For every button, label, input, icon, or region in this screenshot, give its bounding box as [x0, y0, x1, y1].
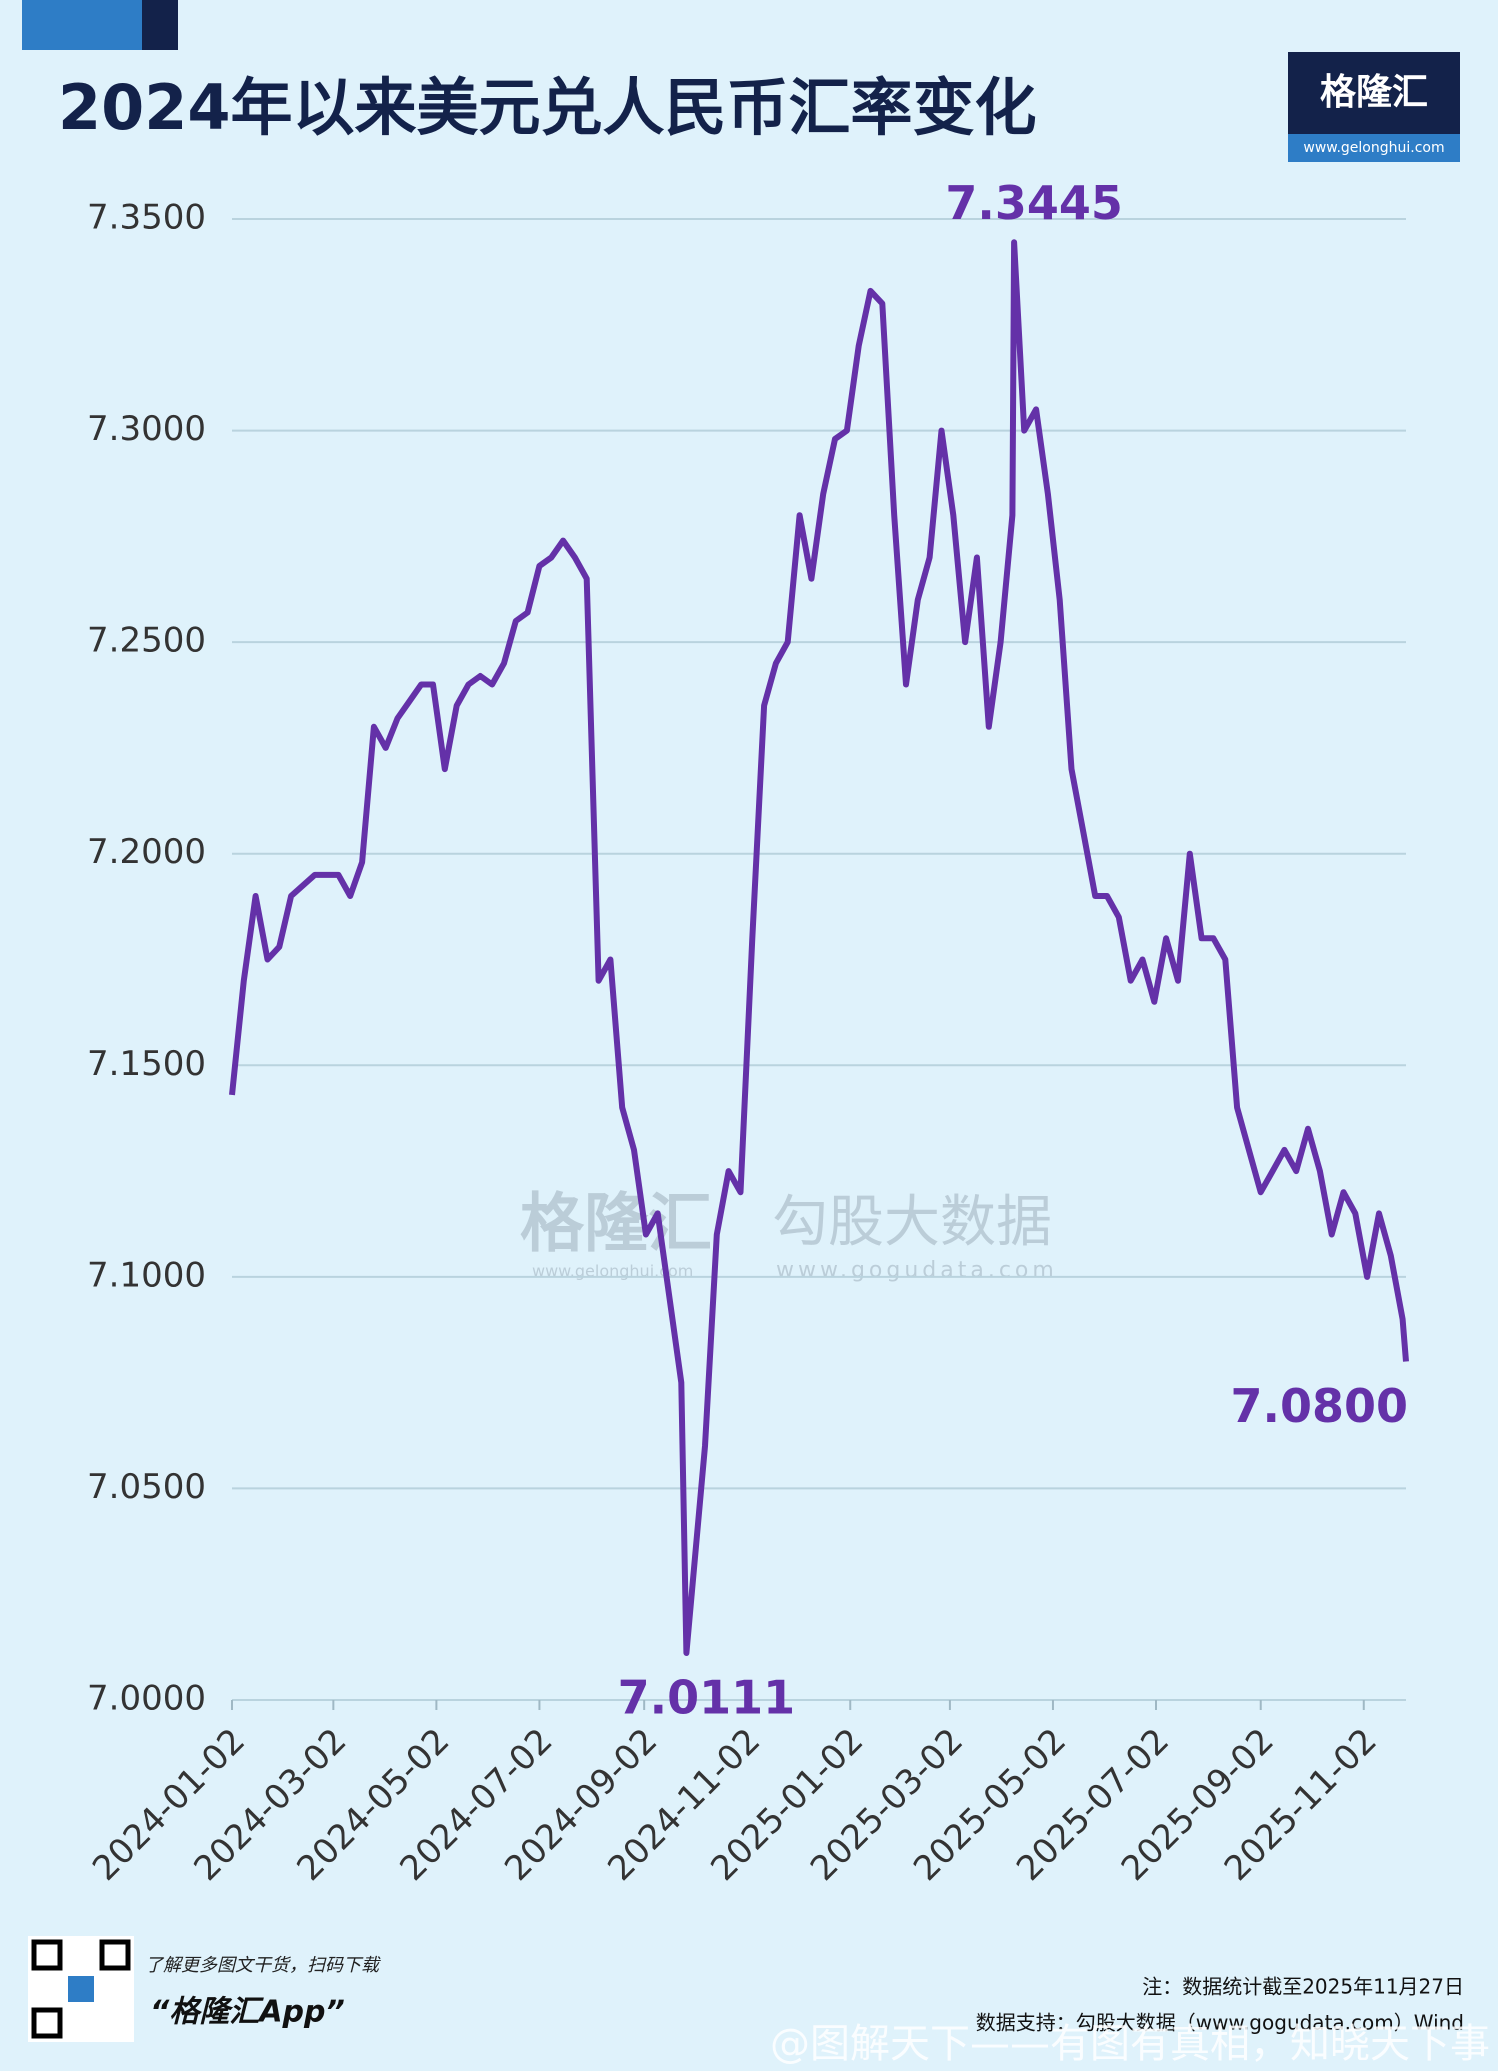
value-label: 7.0111: [618, 1671, 796, 1725]
app-name: “格隆汇App”: [150, 1995, 345, 2030]
value-label: 7.3445: [945, 176, 1123, 230]
logo-text: 格隆汇: [1320, 72, 1428, 113]
logo-strip: [1288, 134, 1460, 162]
y-tick-label: 7.1500: [87, 1044, 206, 1084]
y-tick-label: 7.0500: [87, 1467, 206, 1507]
chart-title: 2024年以来美元兑人民币汇率变化: [58, 71, 1037, 144]
watermark-url: www.gelonghui.com: [532, 1262, 693, 1281]
watermark: 格隆汇 www.gelonghui.com 勾股大数据 www.gogudata…: [520, 1188, 1058, 1283]
y-tick-label: 7.1000: [87, 1255, 206, 1295]
qr-finder: [31, 2007, 63, 2039]
y-tick-label: 7.2000: [87, 832, 206, 872]
qr-finder: [99, 1939, 131, 1971]
qr-caption: 了解更多图文干货，扫码下载: [145, 1955, 381, 1976]
data-source: 数据支持：勾股大数据（www.gogudata.com）Wind: [976, 2011, 1464, 2035]
watermark-source: 勾股大数据: [772, 1190, 1052, 1255]
qr-finder: [31, 1939, 63, 1971]
qr-code: [28, 1936, 134, 2042]
watermark-brand: 格隆汇: [520, 1188, 712, 1262]
line-series: [229, 239, 1409, 1656]
qr-logo: [68, 1976, 94, 2002]
logo-url: www.gelonghui.com: [1303, 140, 1444, 156]
value-label: 7.0800: [1230, 1379, 1408, 1433]
y-tick-label: 7.2500: [87, 621, 206, 661]
watermark-source-url: www.gogudata.com: [776, 1258, 1058, 1283]
corner-bar: [22, 0, 142, 50]
y-tick-label: 7.3500: [87, 198, 206, 238]
corner-bar: [142, 0, 178, 50]
y-tick-label: 7.3000: [87, 409, 206, 449]
y-tick-label: 7.0000: [87, 1679, 206, 1719]
credit: @图解天下——有图有真相，知晓天下事: [770, 2021, 1490, 2067]
note: 注：数据统计截至2025年11月27日: [1142, 1975, 1464, 1999]
